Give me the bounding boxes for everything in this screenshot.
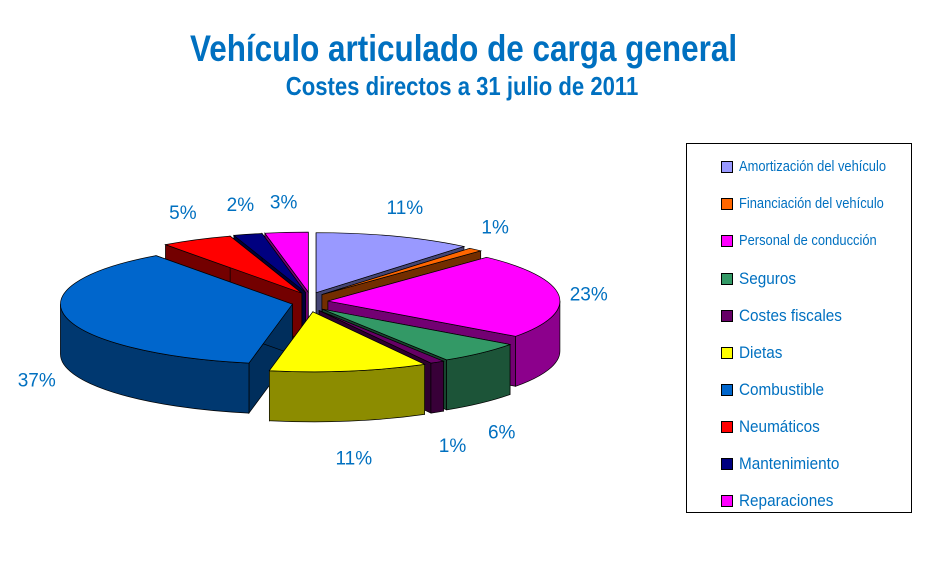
legend-swatch (721, 458, 733, 470)
legend-label: Combustible (739, 380, 825, 399)
slice-label-9: 3% (270, 192, 298, 213)
legend-item-1: Financiación del vehículo (721, 195, 907, 212)
pie-slice-6 (60, 255, 293, 415)
legend-label: Costes fiscales (739, 306, 842, 325)
slice-label-8: 2% (227, 195, 255, 216)
legend-item-8: Mantenimiento (721, 454, 851, 474)
legend-label: Neumáticos (739, 417, 820, 436)
slice-label-3: 6% (488, 422, 516, 443)
legend-item-0: Amortización del vehículo (721, 158, 910, 175)
slice-label-6: 37% (18, 370, 56, 391)
legend-item-2: Personal de conducción (721, 232, 899, 249)
legend-swatch (721, 495, 733, 507)
legend-swatch (721, 347, 733, 359)
legend-label: Financiación del vehículo (739, 195, 884, 212)
legend-label: Mantenimiento (739, 454, 840, 473)
legend-item-3: Seguros (721, 269, 802, 289)
slice-label-5: 11% (335, 449, 372, 470)
legend-item-6: Combustible (721, 380, 834, 400)
chart-legend: Amortización del vehículo Financiación de… (686, 143, 912, 513)
legend-swatch (721, 160, 733, 173)
legend-item-5: Dietas (721, 343, 787, 363)
legend-swatch (721, 197, 733, 210)
legend-label: Personal de conducción (739, 232, 877, 249)
chart-subtitle: Costes directos a 31 julio de 2011 (285, 71, 639, 101)
slice-label-7: 5% (169, 203, 197, 224)
slice-label-0: 11% (387, 198, 424, 219)
slice-label-2: 23% (570, 284, 608, 305)
legend-item-4: Costes fiscales (721, 306, 853, 326)
legend-item-9: Reparaciones (721, 491, 844, 511)
slice-label-1: 1% (481, 217, 509, 238)
slice-label-4: 1% (439, 436, 467, 457)
chart-title: Vehículo articulado de carga general (189, 28, 738, 69)
legend-swatch (721, 421, 733, 433)
legend-swatch (721, 273, 733, 285)
legend-swatch (721, 310, 733, 322)
legend-swatch (721, 384, 733, 396)
legend-label: Seguros (739, 269, 796, 288)
pie-slice-5 (268, 310, 426, 423)
legend-label: Amortización del vehículo (739, 158, 886, 175)
legend-item-7: Neumáticos (721, 417, 829, 437)
legend-label: Reparaciones (739, 491, 834, 510)
legend-swatch (721, 234, 733, 247)
legend-label: Dietas (739, 343, 783, 362)
